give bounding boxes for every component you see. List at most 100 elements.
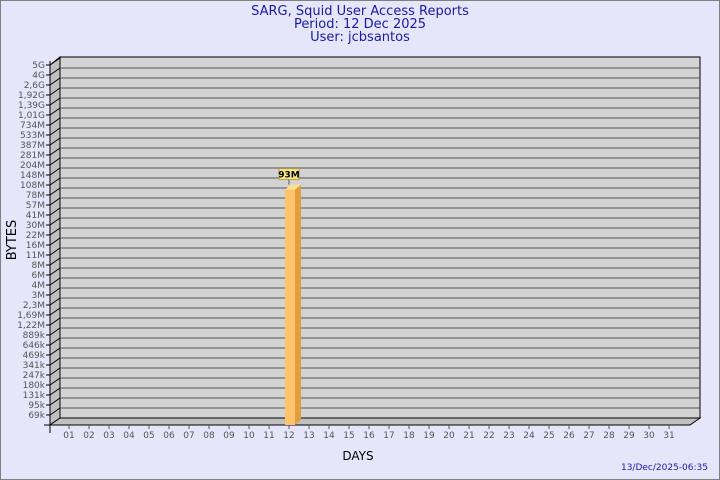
y-tick-label: 2,3M <box>23 301 45 311</box>
y-tick-label: 1,92G <box>18 91 45 101</box>
x-tick-label: 20 <box>443 431 455 441</box>
y-tick-diagonal <box>49 377 61 386</box>
y-tick-diagonal <box>49 247 61 256</box>
x-tick-label: 14 <box>323 431 335 441</box>
x-tick-label: 03 <box>103 431 114 441</box>
y-tick-label: 4M <box>32 281 46 291</box>
y-tick-diagonal <box>49 157 61 166</box>
y-tick-diagonal <box>49 107 61 116</box>
x-tick-label: 21 <box>463 431 474 441</box>
chart-title: SARG, Squid User Access Reports <box>251 4 469 19</box>
x-tick-label: 17 <box>383 431 394 441</box>
y-tick-label: 6M <box>32 271 46 281</box>
y-tick-diagonal <box>49 97 61 106</box>
bar-value-label: 93M <box>278 171 300 181</box>
y-tick-label: 889k <box>23 331 46 341</box>
y-axis-label: BYTES <box>5 220 20 261</box>
x-tick-label: 26 <box>563 431 575 441</box>
y-tick-label: 108M <box>20 181 45 191</box>
x-tick-label: 10 <box>243 431 255 441</box>
y-tick-label: 2,6G <box>24 81 45 91</box>
y-tick-diagonal <box>49 327 61 336</box>
x-tick-label: 28 <box>603 431 615 441</box>
bar <box>285 189 295 425</box>
x-tick-label: 29 <box>623 431 635 441</box>
y-tick-label: 57M <box>26 201 45 211</box>
x-tick-label: 22 <box>483 431 494 441</box>
y-tick-diagonal <box>49 187 61 196</box>
x-tick-label: 19 <box>423 431 435 441</box>
y-tick-label: 8M <box>32 261 46 271</box>
y-tick-label: 180k <box>23 381 46 391</box>
y-tick-label: 5G <box>32 61 45 71</box>
y-tick-label: 41M <box>26 211 45 221</box>
x-tick-label: 12 <box>283 431 294 441</box>
y-tick-diagonal <box>49 257 61 266</box>
y-tick-label: 16M <box>26 241 45 251</box>
y-tick-diagonal <box>49 167 61 176</box>
y-tick-diagonal <box>49 237 61 246</box>
y-tick-diagonal <box>49 297 61 306</box>
x-tick-label: 15 <box>343 431 354 441</box>
x-tick-label: 11 <box>263 431 274 441</box>
y-tick-diagonal <box>49 277 61 286</box>
x-tick-label: 24 <box>523 431 535 441</box>
x-tick-label: 09 <box>223 431 235 441</box>
y-tick-label: 3M <box>32 291 46 301</box>
x-tick-label: 30 <box>643 431 655 441</box>
x-tick-label: 02 <box>83 431 94 441</box>
y-tick-diagonal <box>49 207 61 216</box>
x-tick-label: 18 <box>403 431 415 441</box>
bar-side <box>295 184 301 425</box>
y-tick-diagonal <box>49 67 61 76</box>
y-tick-diagonal <box>49 57 61 66</box>
y-tick-label: 469k <box>23 351 46 361</box>
y-tick-label: 1,01G <box>18 111 45 121</box>
y-tick-label: 95k <box>28 401 45 411</box>
y-tick-label: 533M <box>20 131 45 141</box>
y-tick-label: 387M <box>20 141 45 151</box>
bar-label-box <box>278 168 300 181</box>
x-tick-label: 23 <box>503 431 514 441</box>
chart-subtitle-period: Period: 12 Dec 2025 <box>293 17 427 32</box>
y-tick-diagonal <box>49 307 61 316</box>
y-tick-label: 30M <box>26 221 45 231</box>
y-tick-diagonal <box>49 177 61 186</box>
y-tick-diagonal <box>49 127 61 136</box>
y-tick-label: 131k <box>23 391 46 401</box>
y-tick-diagonal <box>49 87 61 96</box>
y-tick-diagonal <box>49 217 61 226</box>
y-tick-diagonal <box>49 117 61 126</box>
y-tick-label: 11M <box>26 251 45 261</box>
y-tick-diagonal <box>49 387 61 396</box>
x-tick-label: 07 <box>183 431 194 441</box>
y-tick-diagonal <box>49 357 61 366</box>
y-tick-label: 1,39G <box>18 101 45 111</box>
y-tick-diagonal <box>49 137 61 146</box>
y-tick-label: 148M <box>20 171 45 181</box>
y-tick-label: 4G <box>32 71 45 81</box>
y-tick-diagonal <box>49 287 61 296</box>
x-tick-label: 31 <box>663 431 674 441</box>
y-tick-diagonal <box>49 347 61 356</box>
x-tick-label: 27 <box>583 431 594 441</box>
y-tick-label: 341k <box>23 361 46 371</box>
x-tick-label: 05 <box>143 431 154 441</box>
y-tick-diagonal <box>49 77 61 86</box>
chart-subtitle-user: User: jcbsantos <box>310 30 410 45</box>
plot-floor <box>48 417 702 426</box>
bar-top <box>285 184 301 190</box>
y-tick-label: 69k <box>28 411 45 421</box>
y-tick-label: 78M <box>26 191 45 201</box>
y-tick-diagonal <box>49 397 61 406</box>
y-tick-label: 646k <box>23 341 46 351</box>
x-tick-label: 13 <box>303 431 314 441</box>
x-axis-label: DAYS <box>342 449 373 463</box>
x-tick-label: 25 <box>543 431 554 441</box>
y-tick-diagonal <box>49 197 61 206</box>
y-tick-diagonal <box>49 367 61 376</box>
y-tick-label: 247k <box>23 371 46 381</box>
x-tick-label: 06 <box>163 431 175 441</box>
x-tick-label: 01 <box>63 431 74 441</box>
